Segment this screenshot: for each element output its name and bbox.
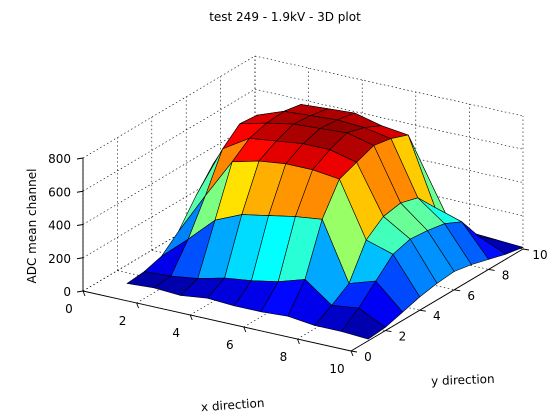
y-tick-label: 6 — [467, 289, 475, 303]
z-tick-label: 200 — [48, 252, 71, 266]
y-tick-label: 8 — [502, 268, 510, 282]
y-tick-label: 2 — [399, 330, 407, 344]
chart-title: test 249 - 1.9kV - 3D plot — [209, 10, 361, 24]
y-tick-mark — [350, 350, 358, 353]
wall-grid-line — [82, 55, 256, 159]
x-tick-label: 0 — [65, 302, 73, 316]
x-tick-label: 10 — [329, 362, 344, 376]
z-tick-label: 400 — [48, 219, 71, 233]
y-tick-label: 10 — [532, 248, 547, 262]
y-tick-label: 4 — [433, 309, 441, 323]
surface-patch — [341, 307, 386, 340]
z-tick-mark — [76, 290, 84, 293]
y-tick-mark — [419, 309, 426, 312]
tick-labels: 0 2 4 6 8 10 0 2 4 6 8 10 0 200 400 600 800 — [48, 152, 548, 376]
x-axis-line — [82, 290, 352, 352]
surface-mesh — [126, 104, 524, 340]
y-tick-mark — [454, 289, 461, 292]
wall-grid-line — [254, 88, 524, 150]
x-tick-mark — [296, 338, 300, 345]
x-tick-label: 2 — [119, 314, 127, 328]
axes-box — [76, 157, 530, 357]
z-tick-mark — [76, 157, 84, 160]
wall-grid-line — [82, 122, 256, 225]
x-tick-mark — [136, 302, 140, 309]
z-tick-label: 800 — [48, 152, 71, 166]
z-axis-label: ADC mean channel — [25, 169, 39, 284]
z-tick-label: 600 — [48, 185, 71, 199]
y-axis-line — [350, 248, 524, 352]
wall-grid-line — [82, 88, 256, 192]
wall-grid-line — [254, 55, 524, 117]
x-tick-label: 8 — [280, 350, 288, 364]
x-tick-mark — [243, 326, 247, 333]
y-tick-mark — [488, 268, 495, 271]
x-tick-label: 6 — [226, 338, 234, 352]
x-axis-label: x direction — [201, 396, 265, 414]
y-tick-label: 0 — [364, 350, 372, 364]
z-tick-label: 0 — [63, 285, 71, 299]
wall-grid-line — [82, 188, 256, 292]
x-tick-mark — [350, 350, 354, 357]
x-tick-label: 4 — [172, 326, 180, 340]
x-tick-mark — [82, 290, 86, 297]
wall-grid-line — [82, 155, 256, 259]
z-tick-mark — [76, 257, 84, 260]
y-tick-mark — [385, 330, 392, 333]
z-tick-mark — [76, 190, 84, 193]
y-axis-label: y direction — [431, 372, 495, 388]
x-tick-mark — [189, 314, 193, 321]
z-tick-mark — [76, 224, 84, 226]
y-tick-mark — [522, 248, 530, 251]
